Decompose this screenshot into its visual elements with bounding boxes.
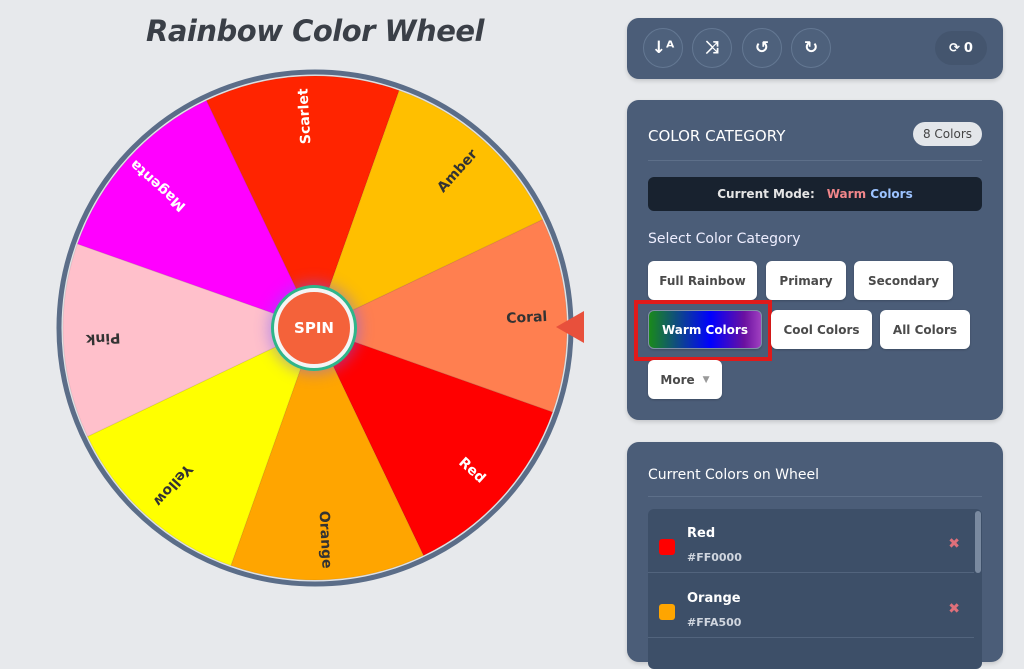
current-colors-panel: Current Colors on Wheel Red #FF0000 ✖ Or… <box>627 442 1003 669</box>
current-colors-heading: Current Colors on Wheel <box>648 467 820 483</box>
more-label: More <box>660 372 695 387</box>
category-secondary[interactable]: Secondary <box>854 261 953 300</box>
toolbar-panel: ↓ᴬ ⤨ ↺ ↻ ⟳ 0 <box>627 18 1003 79</box>
divider <box>648 160 982 161</box>
color-count-badge: 8 Colors <box>912 122 982 146</box>
wheel-label-pink: Pink <box>85 329 121 347</box>
wheel-segment-scarlet <box>205 75 400 330</box>
wheel-segment-amber <box>314 89 544 329</box>
mode-value-warm: Warm <box>826 187 867 201</box>
color-name: Orange <box>687 591 741 606</box>
remove-icon[interactable]: ✖ <box>948 601 960 617</box>
page-title: Rainbow Color Wheel <box>146 14 484 48</box>
selection-highlight <box>634 300 772 361</box>
spin-button[interactable]: SPIN <box>274 288 354 368</box>
color-hex: #FFA500 <box>687 616 742 629</box>
color-swatch <box>659 539 675 555</box>
remove-icon[interactable]: ✖ <box>948 536 960 552</box>
color-swatch <box>659 604 675 620</box>
list-item: Red #FF0000 ✖ <box>648 509 974 573</box>
scrollbar[interactable] <box>975 511 981 573</box>
wheel-segment-magenta <box>76 99 316 329</box>
current-mode: Current Mode: Warm Colors <box>648 177 982 211</box>
category-cool-colors[interactable]: Cool Colors <box>771 310 872 349</box>
color-category-panel: COLOR CATEGORY 8 Colors Current Mode: War… <box>627 100 1003 420</box>
category-heading: COLOR CATEGORY <box>648 127 786 145</box>
category-all-colors[interactable]: All Colors <box>880 310 970 349</box>
shuffle-icon[interactable]: ⤨ <box>692 28 732 68</box>
select-category-label: Select Color Category <box>648 231 801 247</box>
category-primary[interactable]: Primary <box>766 261 846 300</box>
wheel-pointer <box>556 311 584 343</box>
category-warm-colors[interactable]: Warm Colors <box>648 310 762 349</box>
spin-count: 0 <box>963 40 973 56</box>
wheel-segment-red <box>314 327 554 557</box>
color-list: Red #FF0000 ✖ Orange #FFA500 ✖ <box>648 509 982 669</box>
caret-down-icon: ▼ <box>702 374 710 385</box>
category-more-dropdown[interactable]: More ▼ <box>648 360 722 399</box>
wheel-segment-orange <box>230 326 425 581</box>
wheel-segment-yellow <box>86 327 316 567</box>
mode-label: Current Mode: <box>717 187 815 201</box>
wheel-label-scarlet: Scarlet <box>295 88 314 145</box>
history-icon[interactable]: ↺ <box>742 28 782 68</box>
color-name: Red <box>687 526 716 541</box>
color-hex: #FF0000 <box>687 551 742 564</box>
wheel-label-coral: Coral <box>506 309 548 327</box>
category-full-rainbow[interactable]: Full Rainbow <box>648 261 757 300</box>
refresh-icon: ⟳ <box>949 40 960 56</box>
divider <box>648 496 982 497</box>
wheel-segment-pink <box>62 243 317 438</box>
redo-icon[interactable]: ↻ <box>791 28 831 68</box>
sort-alpha-icon[interactable]: ↓ᴬ <box>643 28 683 68</box>
mode-value-colors: Colors <box>870 187 913 201</box>
wheel-label-orange: Orange <box>316 511 335 570</box>
spin-counter: ⟳ 0 <box>935 31 987 65</box>
list-item: Orange #FFA500 ✖ <box>648 574 974 638</box>
